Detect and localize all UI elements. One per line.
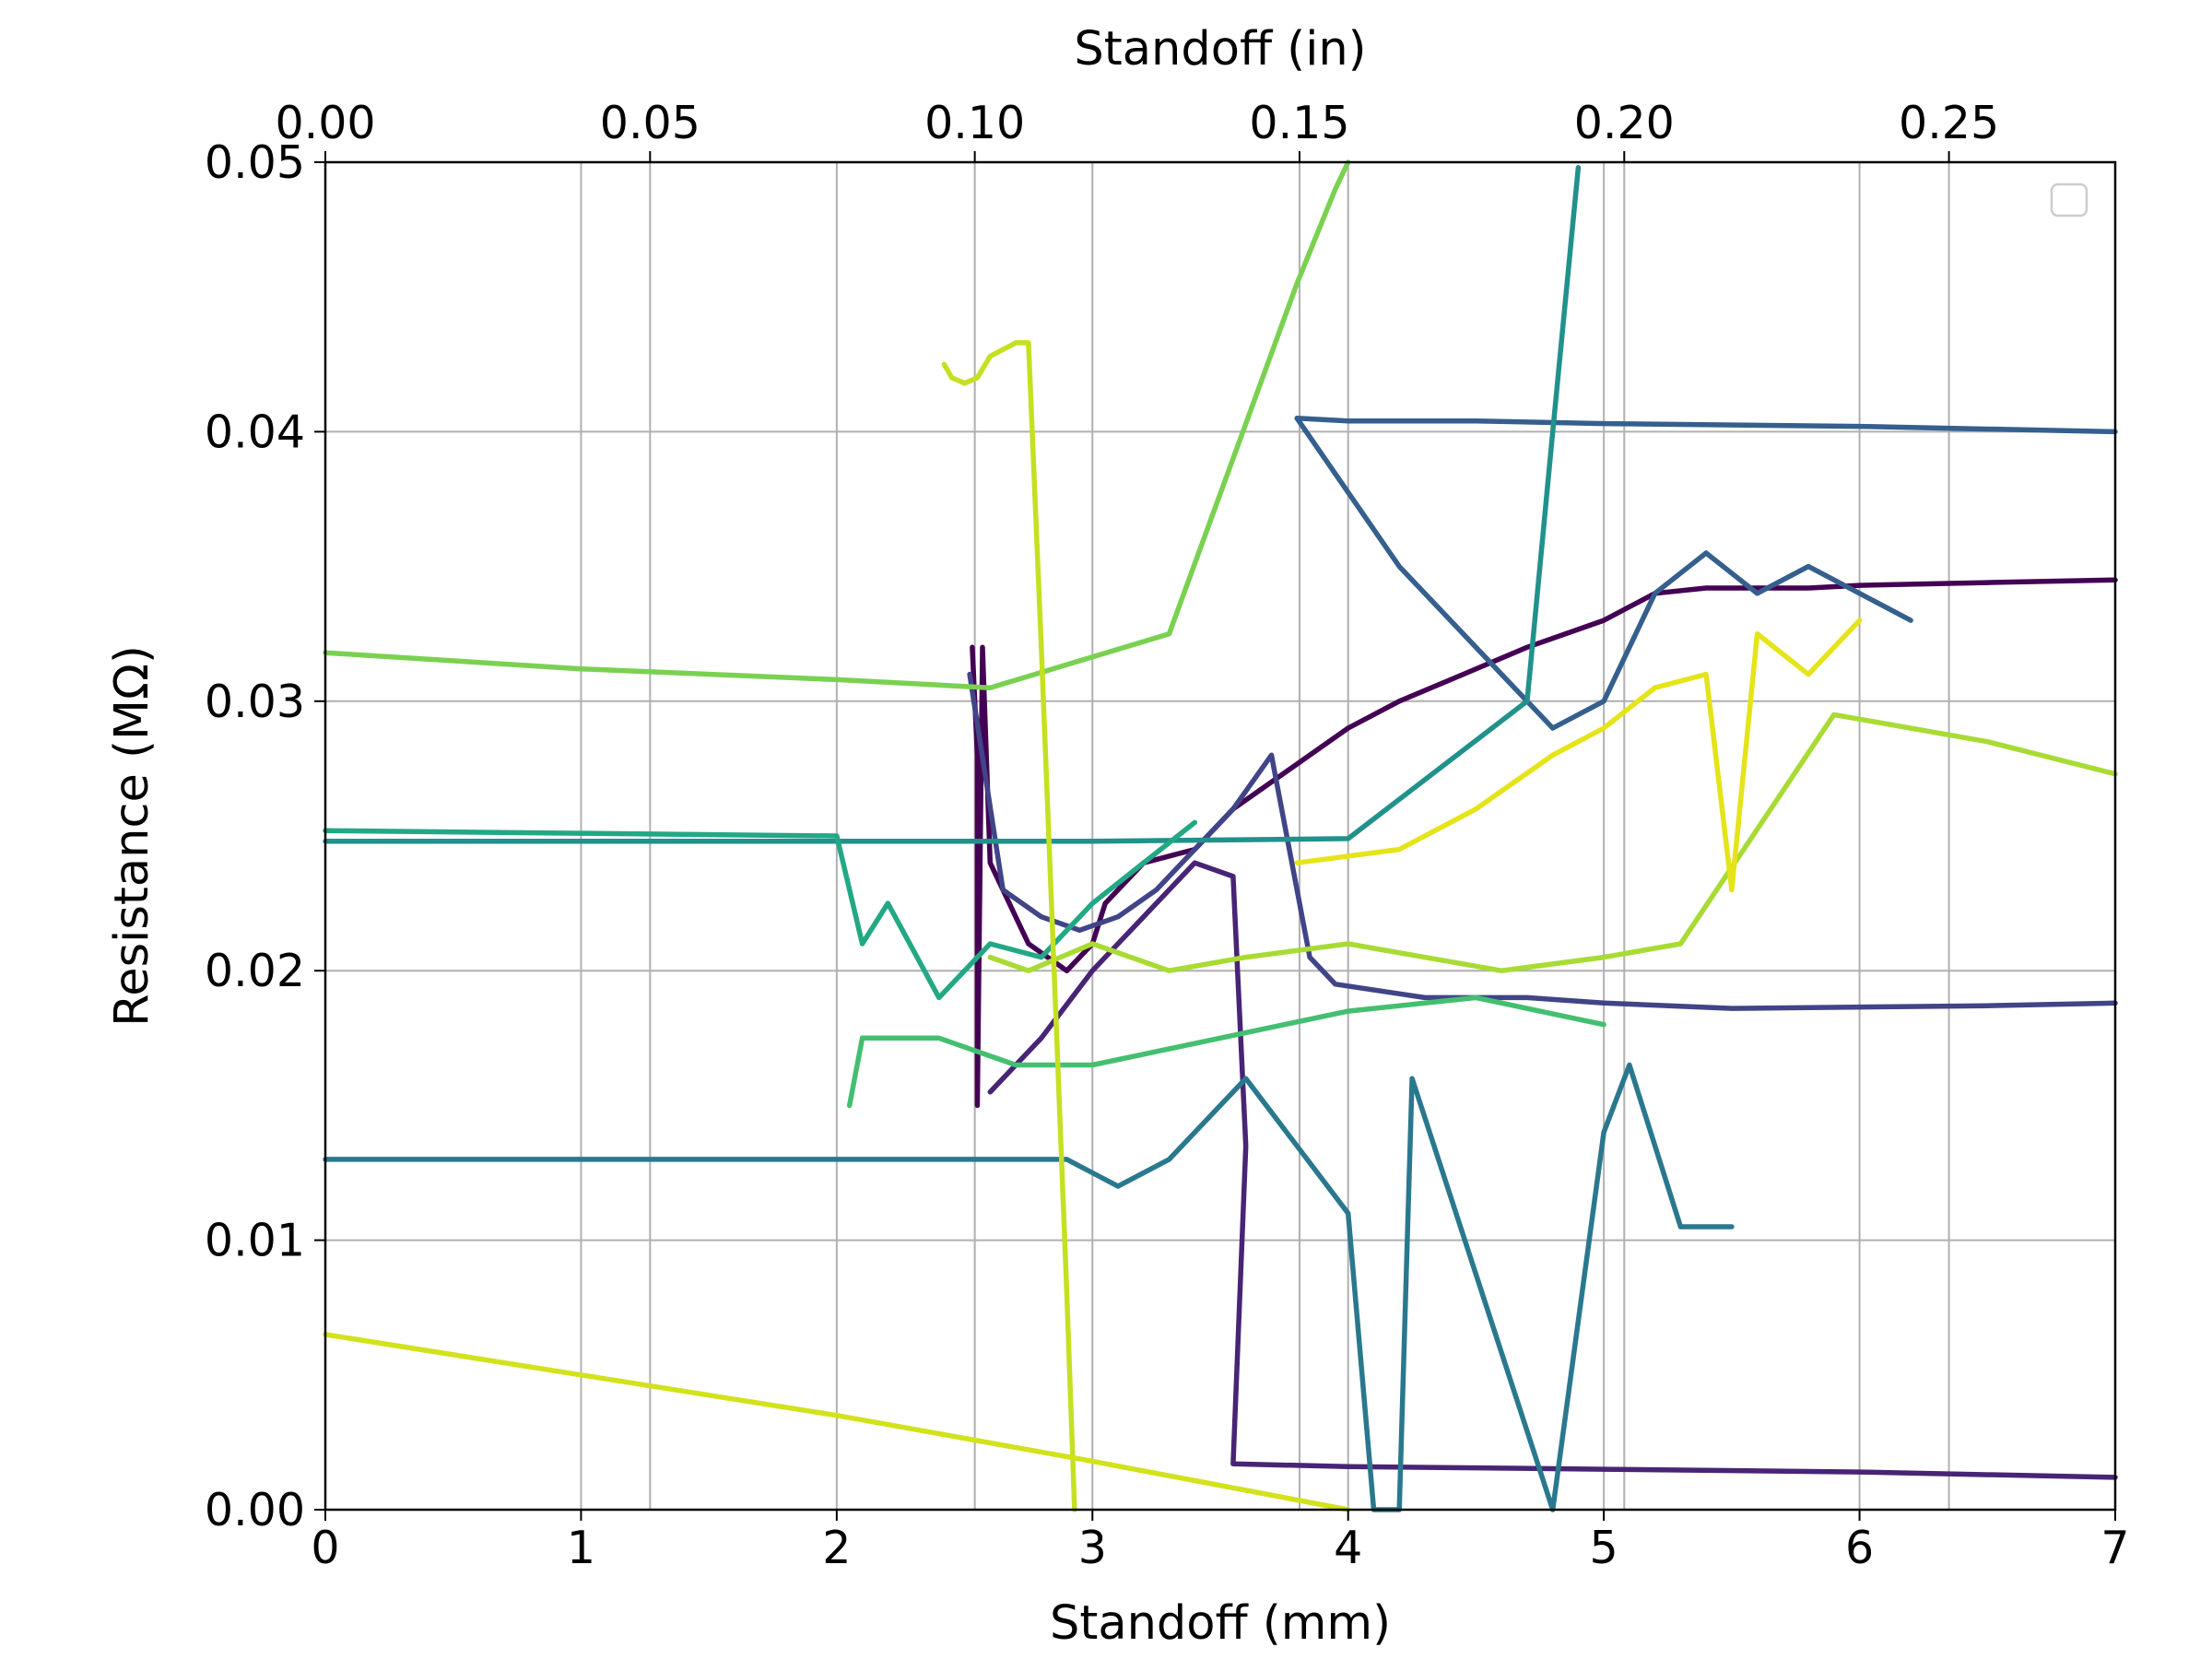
- series-line-9: [323, 159, 1351, 690]
- legend-box: [2050, 182, 2088, 218]
- x2-axis-label: Standoff (in): [1074, 22, 1366, 76]
- series-line-4: [1294, 416, 2118, 731]
- series-line-3: [967, 671, 2118, 1011]
- x2-tick-label: 0.15: [1249, 97, 1349, 149]
- series-line-12: [323, 1332, 1351, 1512]
- series-line-10: [987, 712, 2118, 973]
- y-tick-label: 0.01: [205, 1215, 305, 1267]
- x2-tick-label: 0.25: [1899, 97, 1999, 149]
- y-tick-label: 0.03: [205, 676, 305, 728]
- y-tick-label: 0.02: [205, 945, 305, 997]
- x2-tick-label: 0.05: [600, 97, 700, 149]
- y-tick-label: 0.04: [205, 406, 305, 458]
- series-lines: [323, 159, 2118, 1512]
- series-line-13: [1294, 618, 1863, 893]
- series-line-2: [987, 860, 2118, 1480]
- axis-ticks: 0 1 2 3 4 5 6 70.000.010.020.030.040.050.00 0.05…: [205, 97, 2130, 1574]
- series-line-7: [323, 819, 1198, 1001]
- x-tick-label: 7: [2100, 1522, 2129, 1574]
- x2-tick-label: 0.20: [1574, 97, 1675, 149]
- series-line-5: [323, 1062, 1735, 1512]
- x-tick-label: 2: [822, 1522, 851, 1574]
- x-tick-label: 0: [311, 1522, 339, 1574]
- x-tick-label: 3: [1078, 1522, 1107, 1574]
- y-axis-label: Resistance (MΩ): [105, 645, 159, 1027]
- series-line-6: [323, 165, 1582, 844]
- y-tick-label: 0.00: [205, 1484, 305, 1536]
- series-line-8: [846, 994, 1606, 1109]
- x-tick-label: 5: [1590, 1522, 1618, 1574]
- series-line-11: [941, 340, 1077, 1512]
- x-axis-label: Standoff (mm): [1050, 1596, 1391, 1651]
- x2-tick-label: 0.10: [924, 97, 1025, 149]
- x-tick-label: 6: [1845, 1522, 1874, 1574]
- y-tick-label: 0.05: [205, 136, 305, 189]
- x-tick-label: 1: [567, 1522, 595, 1574]
- plot-frame: [324, 160, 2117, 1512]
- x-tick-label: 4: [1334, 1522, 1362, 1574]
- x2-tick-label: 0.00: [275, 97, 375, 149]
